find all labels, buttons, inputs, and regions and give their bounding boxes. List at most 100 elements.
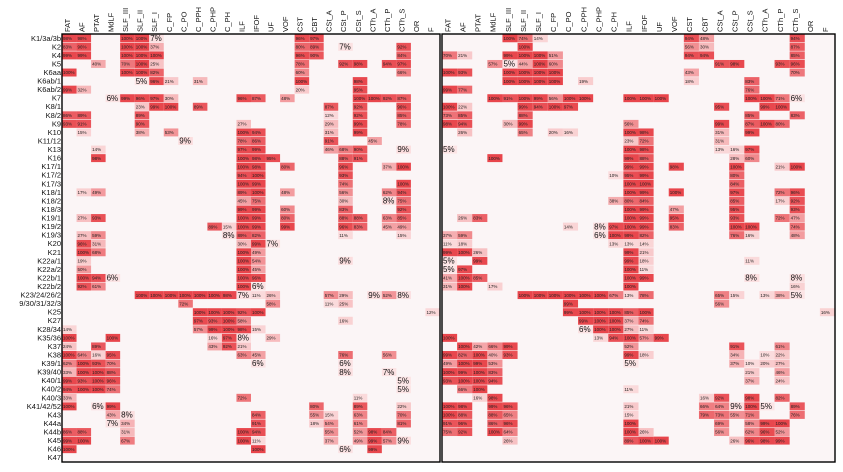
cell-value-label: 18% [640, 259, 649, 264]
heatmap-cell [714, 145, 730, 154]
cell-value-label: 88% [78, 430, 87, 435]
heatmap-cell [442, 145, 458, 154]
heatmap-cell [653, 94, 669, 103]
heatmap-cell [396, 94, 411, 103]
heatmap-cell [251, 419, 266, 428]
heatmap-cell [352, 419, 368, 428]
heatmap-cell [76, 273, 92, 282]
heatmap-cell [149, 34, 164, 43]
cell-value-label: 5% [503, 60, 515, 69]
heatmap-cell [221, 291, 237, 300]
heatmap-cell [759, 351, 775, 359]
heatmap-cell [457, 85, 473, 94]
heatmap-cell [91, 351, 106, 359]
heatmap-cell [638, 196, 654, 205]
cell-value-label: 13% [609, 241, 618, 246]
heatmap-cell [323, 128, 339, 137]
heatmap-cell [638, 291, 654, 300]
heatmap-cell [236, 351, 251, 359]
column-label: VOF [281, 16, 290, 32]
heatmap-cell [294, 68, 310, 77]
cell-value-label: 74% [791, 224, 800, 229]
cell-value-label: 54% [252, 259, 261, 264]
heatmap-cell [502, 351, 518, 359]
cell-value-label: 100% [252, 447, 264, 452]
cell-value-label: 75% [397, 199, 406, 204]
heatmap-cell [668, 222, 684, 231]
heatmap-cell [62, 368, 77, 377]
cell-value-label: 97% [194, 318, 203, 323]
cell-value-label: 92% [237, 310, 246, 315]
heatmap-cell [744, 368, 760, 377]
cell-value-label: 100% [624, 130, 636, 135]
cell-value-label: 99% [107, 404, 116, 409]
heatmap-cell [729, 145, 745, 154]
heatmap-cell [367, 436, 382, 445]
cell-value-label: 100% [594, 293, 606, 298]
heatmap-cell [396, 196, 411, 205]
heatmap-cell [638, 145, 654, 154]
heatmap-cell [236, 196, 251, 205]
row-label: K19/3 [41, 231, 61, 240]
heatmap-cell [323, 428, 339, 437]
heatmap-cell [623, 359, 639, 368]
cell-value-label: 100% [624, 430, 636, 435]
heatmap-cell [338, 154, 353, 163]
cell-value-label: 63% [237, 353, 246, 358]
cell-value-label: 92% [223, 344, 232, 349]
row-label: K37 [48, 342, 61, 351]
cell-value-label: 87% [252, 96, 261, 101]
cell-value-label: 83% [339, 207, 348, 212]
cell-value-label: 84% [383, 430, 392, 435]
heatmap-cell [623, 179, 639, 188]
heatmap-cell [517, 68, 533, 77]
cell-value-label: 27% [624, 327, 633, 332]
heatmap-cell [472, 376, 488, 385]
heatmap-cell [251, 351, 266, 359]
cell-value-label: 100% [443, 104, 455, 109]
heatmap-cell [457, 419, 473, 428]
heatmap-cell [457, 119, 473, 128]
cell-value-label: 100% [136, 53, 148, 58]
cell-value-label: 31% [715, 130, 724, 135]
heatmap-cell [91, 248, 106, 257]
cell-value-label: 6% [791, 94, 803, 103]
cell-value-label: 21% [776, 164, 785, 169]
cell-value-label: 99% [443, 87, 452, 92]
cell-value-label: 40% [488, 353, 497, 358]
cell-value-label: 85% [473, 276, 482, 281]
cell-value-label: 16% [821, 310, 830, 315]
cell-value-label: 8% [791, 274, 803, 283]
heatmap-cell [236, 316, 251, 325]
cell-value-label: 15% [730, 293, 739, 298]
heatmap-cell [251, 196, 266, 205]
cell-value-label: 29% [325, 122, 334, 127]
heatmap-cell [789, 68, 805, 77]
heatmap-cell [352, 85, 368, 94]
cell-value-label: 94% [609, 336, 618, 341]
heatmap-cell [759, 119, 775, 128]
heatmap-cell [381, 368, 397, 377]
column-label: CTh_A [761, 9, 770, 32]
cell-value-label: 16% [339, 318, 348, 323]
heatmap-cell [472, 342, 488, 351]
heatmap-cell [547, 291, 563, 300]
heatmap-cell [729, 188, 745, 197]
heatmap-cell [251, 256, 266, 265]
cell-value-label: 21% [640, 250, 649, 255]
cell-value-label: 72% [237, 395, 246, 400]
cell-value-label: 26% [503, 438, 512, 443]
cell-value-label: 63% [383, 216, 392, 221]
heatmap-cell [163, 94, 179, 103]
cell-value-label: 100% [368, 96, 380, 101]
heatmap-cell [338, 171, 353, 180]
cell-value-label: 96% [296, 53, 305, 58]
cell-value-label: 100% [443, 413, 455, 418]
cell-value-label: 99% [640, 173, 649, 178]
heatmap-cell [323, 410, 339, 419]
heatmap-cell [381, 214, 397, 223]
row-label: K40/3 [41, 393, 61, 402]
heatmap-cell [744, 94, 760, 103]
heatmap-cell [744, 111, 760, 120]
cell-value-label: 98% [640, 147, 649, 152]
